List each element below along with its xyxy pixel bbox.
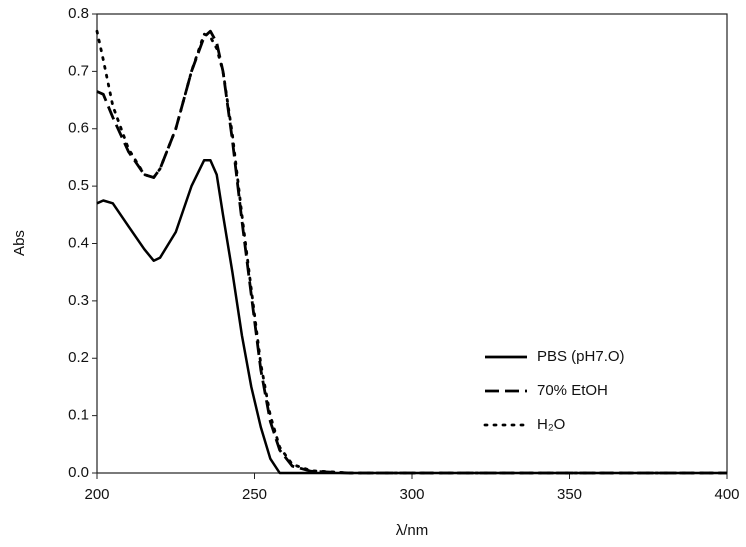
y-axis-label: Abs	[11, 230, 28, 256]
series-line	[95, 29, 729, 475]
legend-label: PBS (pH7.O)	[537, 348, 625, 365]
y-tick-label: 0.2	[68, 349, 89, 366]
x-tick-label: 350	[557, 486, 582, 503]
x-tick-label: 250	[242, 486, 267, 503]
y-tick-label: 0.5	[68, 177, 89, 194]
legend-label: H₂O	[537, 416, 565, 433]
legend-label: 70% EtOH	[537, 382, 608, 399]
x-tick-label: 300	[399, 486, 424, 503]
x-tick-label: 200	[84, 486, 109, 503]
y-tick-label: 0.0	[68, 464, 89, 481]
series-line	[96, 159, 727, 475]
plot-frame	[96, 13, 728, 474]
y-tick-label: 0.1	[68, 407, 89, 424]
y-tick-label: 0.8	[68, 5, 89, 22]
series-line	[96, 29, 727, 475]
y-tick-label: 0.4	[68, 234, 89, 251]
x-axis-label: λ/nm	[396, 522, 429, 539]
x-tick-label: 400	[714, 486, 739, 503]
y-tick-label: 0.3	[68, 292, 89, 309]
y-tick-label: 0.6	[68, 120, 89, 137]
y-tick-label: 0.7	[68, 62, 89, 79]
